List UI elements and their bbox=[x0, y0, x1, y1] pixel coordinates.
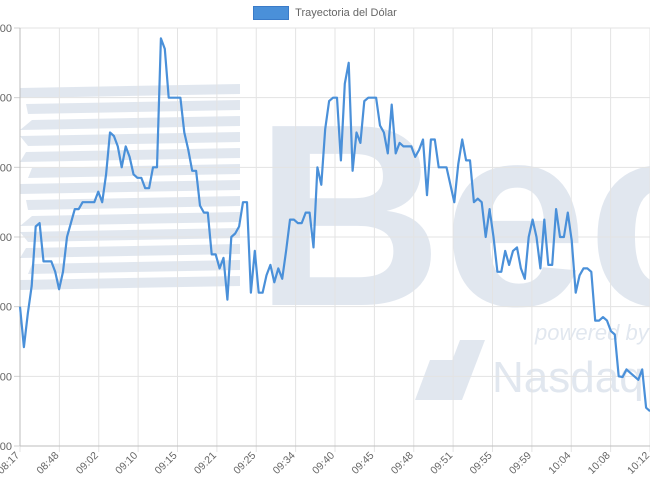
y-tick-label: 00 bbox=[0, 371, 12, 383]
watermark-stripe bbox=[20, 212, 240, 226]
nasdaq-logo-icon bbox=[415, 340, 485, 400]
x-tick-label: 09:45 bbox=[349, 450, 376, 477]
y-tick-label: 00 bbox=[0, 232, 12, 244]
watermark-stripe bbox=[20, 228, 240, 242]
x-tick-label: 08:48 bbox=[34, 450, 61, 477]
x-tick-label: 10:04 bbox=[546, 450, 573, 477]
y-tick-label: 00 bbox=[0, 441, 12, 453]
watermark: Bec powered by Nasdaq bbox=[20, 71, 650, 402]
watermark-stripe bbox=[26, 196, 240, 210]
y-tick-label: 00 bbox=[0, 302, 12, 314]
x-tick-label: 09:15 bbox=[153, 450, 180, 477]
watermark-bec-text: Bec bbox=[255, 71, 650, 361]
legend-label: Trayectoria del Dólar bbox=[295, 7, 397, 19]
x-tick-label: 10:12 bbox=[625, 450, 650, 477]
watermark-stripe bbox=[26, 100, 240, 114]
watermark-stripe bbox=[20, 180, 240, 194]
y-tick-label: 00 bbox=[0, 162, 12, 174]
x-tick-label: 09:59 bbox=[507, 450, 534, 477]
x-tick-label: 09:10 bbox=[113, 450, 140, 477]
y-tick-label: 00 bbox=[0, 23, 12, 35]
x-tick-label: 09:02 bbox=[74, 450, 101, 477]
y-axis-ticks: 00 00 00 00 00 00 00 bbox=[0, 23, 12, 453]
watermark-stripe bbox=[20, 244, 240, 258]
x-tick-label: 10:08 bbox=[586, 450, 613, 477]
x-tick-label: 09:55 bbox=[468, 450, 495, 477]
x-tick-label: 09:34 bbox=[271, 450, 298, 477]
watermark-nasdaq-text: Nasdaq bbox=[492, 353, 644, 402]
y-tick-label: 00 bbox=[0, 93, 12, 105]
legend-swatch bbox=[253, 6, 290, 20]
watermark-stripe bbox=[20, 276, 240, 290]
watermark-stripe bbox=[20, 84, 240, 98]
watermark-stripes-logo bbox=[20, 84, 240, 290]
legend[interactable]: Trayectoria del Dólar bbox=[0, 6, 650, 20]
watermark-stripe bbox=[28, 260, 240, 274]
x-tick-label: 09:48 bbox=[389, 450, 416, 477]
x-tick-label: 09:25 bbox=[231, 450, 258, 477]
watermark-stripe bbox=[20, 132, 240, 146]
x-tick-label: 09:40 bbox=[310, 450, 337, 477]
x-axis-ticks: 08:17 08:48 09:02 09:10 09:15 09:21 09:25 09:34… bbox=[0, 450, 650, 477]
watermark-stripe bbox=[20, 116, 240, 130]
axes bbox=[19, 28, 650, 447]
x-tick-label: 09:51 bbox=[428, 450, 455, 477]
x-tick-label: 09:21 bbox=[192, 450, 219, 477]
watermark-powered-text: powered by bbox=[534, 320, 650, 345]
series-line-trayectoria-dolar bbox=[18, 37, 650, 413]
x-tick-label: 08:17 bbox=[0, 450, 22, 477]
